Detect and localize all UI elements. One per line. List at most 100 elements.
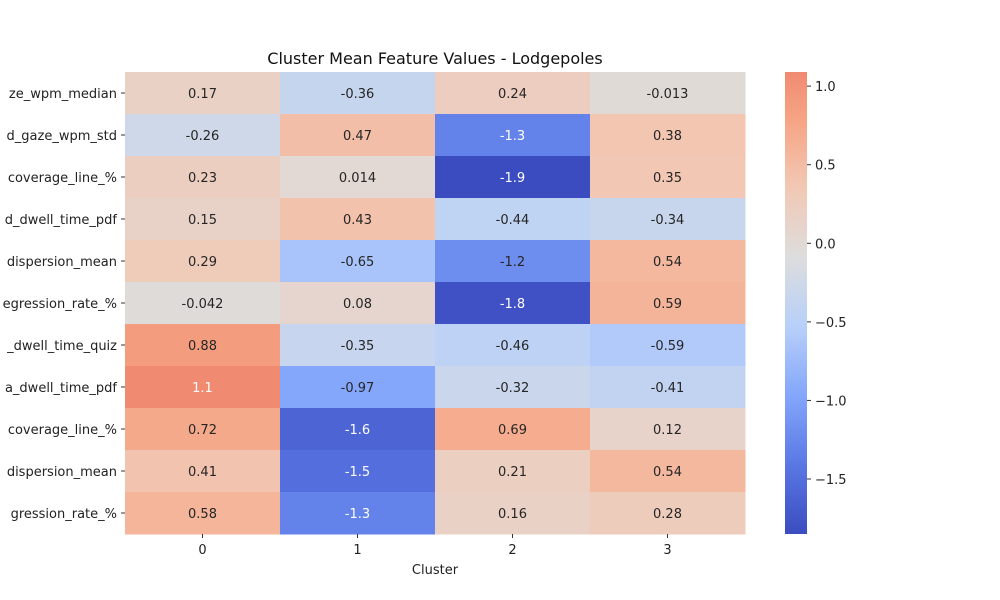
heatmap-cell: [125, 282, 281, 325]
cell-value-label: -0.36: [341, 87, 375, 102]
row-label: ze_wpm_median: [9, 87, 117, 102]
heatmap-cell: [590, 450, 746, 493]
colorbar-ticks: 1.0 0.5 0.0 −0.5 −1.0 −1.5: [807, 80, 847, 488]
cell-value-label: -1.8: [500, 297, 525, 312]
cell-value-label: 0.15: [188, 213, 217, 228]
row-label: d_dwell_time_pdf: [5, 213, 118, 228]
colorbar-tick-label: 0.5: [815, 159, 836, 174]
heatmap-cell: [125, 240, 281, 283]
cell-value-label: -0.44: [496, 213, 530, 228]
cell-value-label: -1.6: [345, 423, 370, 438]
x-axis-label: Cluster: [412, 563, 459, 578]
heatmap-cell: [590, 72, 746, 115]
heatmap-cell: [590, 366, 746, 409]
row-label: egression_rate_%: [3, 297, 117, 312]
heatmap-cell-labels: 0.17 -0.36 0.24 -0.013 -0.26 0.47 -1.3 0.38 0.23…: [182, 87, 689, 522]
heatmap-cell: [280, 492, 436, 535]
heatmap-cell: [590, 198, 746, 241]
cell-value-label: 0.29: [188, 255, 217, 270]
heatmap-cell: [125, 366, 281, 409]
column-label: 1: [353, 543, 361, 558]
heatmap-cell: [435, 156, 591, 199]
cell-value-label: 0.21: [498, 465, 527, 480]
cell-value-label: -0.35: [341, 339, 375, 354]
cell-value-label: -0.32: [496, 381, 530, 396]
row-label: coverage_line_%: [8, 423, 117, 438]
heatmap-cell: [590, 324, 746, 367]
cell-value-label: -0.46: [496, 339, 530, 354]
colorbar-tick-label: −1.0: [815, 394, 847, 409]
cell-value-label: 0.24: [498, 87, 527, 102]
cell-value-label: 0.35: [653, 171, 682, 186]
cell-value-label: -0.41: [651, 381, 685, 396]
cell-value-label: 0.43: [343, 213, 372, 228]
cell-value-label: -0.97: [341, 381, 375, 396]
cell-value-label: -1.5: [345, 465, 370, 480]
cell-value-label: 0.72: [188, 423, 217, 438]
column-label: 0: [198, 543, 206, 558]
cell-value-label: 0.16: [498, 507, 527, 522]
heatmap-cell: [435, 198, 591, 241]
heatmap-cell: [435, 492, 591, 535]
colorbar: [785, 72, 807, 534]
heatmap-cell: [435, 240, 591, 283]
cell-value-label: -1.2: [500, 255, 525, 270]
cell-value-label: 0.88: [188, 339, 217, 354]
heatmap-cell: [435, 114, 591, 157]
cell-value-label: -1.9: [500, 171, 525, 186]
heatmap-cell: [280, 450, 436, 493]
cell-value-label: -1.3: [345, 507, 370, 522]
cell-value-label: -0.042: [182, 297, 224, 312]
heatmap-cell: [435, 282, 591, 325]
cell-value-label: 0.59: [653, 297, 682, 312]
cell-value-label: -0.26: [186, 129, 220, 144]
heatmap-cell: [280, 114, 436, 157]
heatmap-cell: [125, 492, 281, 535]
heatmap-cell: [280, 156, 436, 199]
cell-value-label: 0.23: [188, 171, 217, 186]
colorbar-tick-label: −0.5: [815, 316, 847, 331]
heatmap-cell: [435, 408, 591, 451]
row-label: dispersion_mean: [7, 465, 117, 480]
cell-value-label: 0.54: [653, 465, 682, 480]
row-label: gression_rate_%: [11, 507, 117, 522]
cell-value-label: 0.58: [188, 507, 217, 522]
heatmap-cell: [435, 450, 591, 493]
row-label: _dwell_time_quiz: [6, 339, 117, 354]
cell-value-label: -0.013: [647, 87, 689, 102]
cell-value-label: -0.59: [651, 339, 685, 354]
cell-value-label: 0.41: [188, 465, 217, 480]
column-label: 3: [663, 543, 671, 558]
cell-value-label: 0.014: [339, 171, 376, 186]
cell-value-label: 0.47: [343, 129, 372, 144]
row-label: a_dwell_time_pdf: [5, 381, 117, 396]
row-label: dispersion_mean: [7, 255, 117, 270]
heatmap-cell: [125, 198, 281, 241]
chart-title: Cluster Mean Feature Values - Lodgepoles: [267, 49, 602, 68]
row-labels: ze_wpm_median d_gaze_wpm_std coverage_line…: [3, 87, 125, 522]
cell-value-label: 0.28: [653, 507, 682, 522]
column-labels: 0 1 2 3: [198, 534, 672, 558]
cell-value-label: 1.1: [192, 381, 213, 396]
heatmap-cell: [590, 282, 746, 325]
colorbar-tick-label: 0.0: [815, 237, 836, 252]
colorbar-tick-label: −1.5: [815, 473, 847, 488]
heatmap-cell: [280, 72, 436, 115]
cell-value-label: 0.38: [653, 129, 682, 144]
heatmap-cells: [125, 72, 746, 535]
heatmap-cell: [590, 492, 746, 535]
heatmap-cell: [280, 198, 436, 241]
heatmap-cell: [435, 366, 591, 409]
heatmap-cell: [125, 450, 281, 493]
cell-value-label: -0.65: [341, 255, 375, 270]
cell-value-label: 0.08: [343, 297, 372, 312]
cell-value-label: 0.17: [188, 87, 217, 102]
heatmap-cell: [125, 156, 281, 199]
colorbar-tick-label: 1.0: [815, 80, 836, 95]
row-label: d_gaze_wpm_std: [7, 129, 117, 144]
cell-value-label: 0.12: [653, 423, 682, 438]
heatmap-cell: [280, 366, 436, 409]
heatmap-cell: [125, 72, 281, 115]
heatmap-cell: [590, 114, 746, 157]
